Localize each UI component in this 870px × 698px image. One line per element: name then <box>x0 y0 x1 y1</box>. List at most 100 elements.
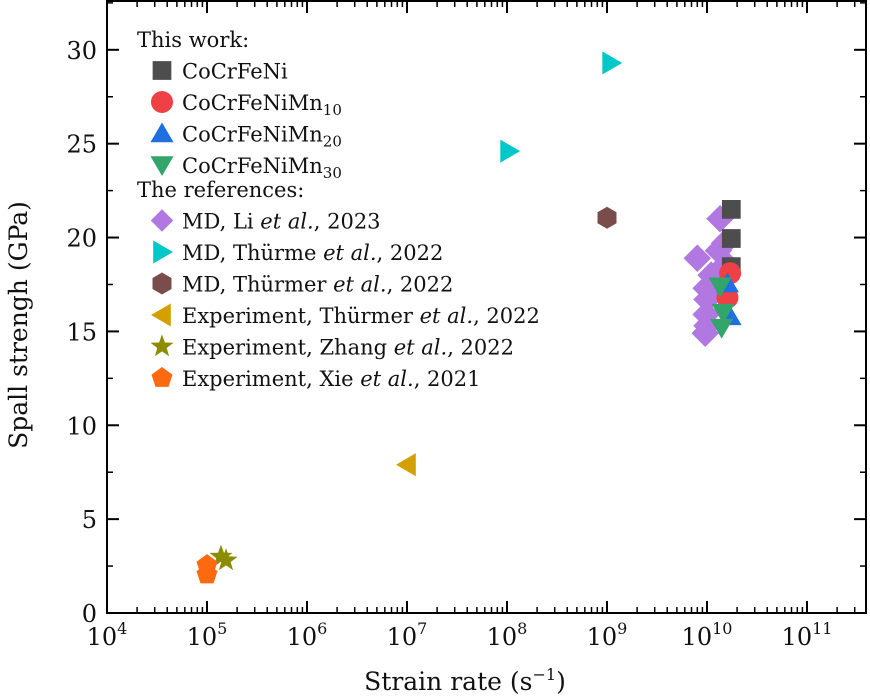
legend-entry: CoCrFeNiMn30 <box>150 154 342 182</box>
y-tick-label: 30 <box>66 37 97 65</box>
x-tick-base: 10 <box>782 623 813 651</box>
data-point-triangle-down <box>708 277 732 298</box>
data-point-triangle-right <box>500 139 521 163</box>
series-pentagon <box>196 554 218 584</box>
legend-label: CoCrFeNi <box>182 60 288 84</box>
legend-marker-pentagon <box>151 367 173 387</box>
legend-label-part: CoCrFeNiMn <box>182 123 323 147</box>
legend-entry: CoCrFeNiMn20 <box>150 122 342 151</box>
legend-label-part: et al. <box>360 367 413 391</box>
legend-label: Experiment, Thürmer et al., 2022 <box>182 304 540 328</box>
legend-group-header: The references: <box>137 178 304 202</box>
x-tick-base: 10 <box>487 623 518 651</box>
legend-marker-star <box>150 334 174 357</box>
data-point-star <box>209 544 233 567</box>
legend-marker-square <box>152 61 172 80</box>
legend-label: Experiment, Xie et al., 2021 <box>182 367 481 391</box>
series-hexagon <box>597 206 617 229</box>
legend-group-header: This work: <box>137 28 249 52</box>
data-point-hexagon <box>597 206 617 229</box>
y-tick-label: 20 <box>66 225 97 253</box>
legend-label-part: 10 <box>323 101 342 119</box>
x-tick-exp: 4 <box>117 619 127 638</box>
x-tick-label: 1010 <box>682 619 733 651</box>
y-tick-label: 5 <box>82 506 97 534</box>
legend-label-part: et al. <box>323 241 376 265</box>
x-tick-label: 107 <box>387 619 428 651</box>
legend-label-part: Experiment, Xie <box>182 367 360 391</box>
x-tick-exp: 7 <box>417 619 427 638</box>
legend-label-part: CoCrFeNi <box>182 60 288 84</box>
x-tick-base: 10 <box>287 623 318 651</box>
x-tick-exp: 5 <box>217 619 227 638</box>
y-tick-label: 25 <box>66 131 97 159</box>
x-tick-label: 106 <box>287 619 328 651</box>
legend-label-part: CoCrFeNiMn <box>182 154 323 178</box>
legend-entry: MD, Thürme et al., 2022 <box>153 240 443 265</box>
y-tick-label: 0 <box>82 600 97 628</box>
legend-entry: MD, Thürmer et al., 2022 <box>152 272 453 297</box>
legend-label-part: Experiment, Thürmer <box>182 304 420 328</box>
legend-entry: Experiment, Zhang et al., 2022 <box>150 334 514 360</box>
data-point-square <box>721 200 741 219</box>
data-point-square <box>721 229 741 248</box>
legend-label-part: MD, Thürmer <box>182 273 333 297</box>
data-point-triangle-down <box>711 303 735 324</box>
x-axis-label-sup: −1 <box>532 665 556 684</box>
legend-label-part: , 2023 <box>314 210 381 234</box>
legend-marker-triangle-right <box>153 240 173 264</box>
legend-label: MD, Thürmer et al., 2022 <box>182 273 453 297</box>
legend-marker-triangle-up <box>150 122 174 143</box>
x-tick-label: 1011 <box>782 619 833 651</box>
legend-label-part: , 2022 <box>473 304 540 328</box>
legend-marker-diamond <box>150 209 174 232</box>
data-point-diamond <box>691 319 719 348</box>
x-tick-exp: 9 <box>617 619 627 638</box>
data-point-diamond <box>683 244 712 272</box>
legend-entry: CoCrFeNi <box>152 60 288 84</box>
legend-label-part: , 2022 <box>377 241 444 265</box>
y-tick-label: 10 <box>66 412 97 440</box>
y-tick-label: 15 <box>66 318 97 346</box>
data-point-triangle-left <box>396 453 416 477</box>
legend-entry: Experiment, Thürmer et al., 2022 <box>151 303 540 328</box>
x-tick-base: 10 <box>682 623 713 651</box>
x-tick-base: 10 <box>87 623 118 651</box>
x-tick-base: 10 <box>387 623 418 651</box>
x-axis-label-main: Strain rate (s <box>364 667 532 696</box>
x-tick-label: 105 <box>187 619 228 651</box>
legend-label: MD, Li et al., 2023 <box>182 210 381 234</box>
x-tick-label: 109 <box>587 619 628 651</box>
legend-label: Experiment, Zhang et al., 2022 <box>182 336 514 360</box>
legend-marker-hexagon <box>152 272 172 295</box>
data-point-triangle-right <box>602 51 623 75</box>
legend-label-part: , 2022 <box>447 336 514 360</box>
legend-label-part: Experiment, Zhang <box>182 336 394 360</box>
legend-label: MD, Thürme et al., 2022 <box>182 241 443 265</box>
legend-label-part: MD, Li <box>182 210 260 234</box>
series-triangle-right <box>500 51 623 163</box>
legend-label-part: et al. <box>394 336 447 360</box>
legend-label-part: 20 <box>323 133 342 151</box>
x-axis-label-end: ) <box>556 667 566 696</box>
legend-entry: Experiment, Xie et al., 2021 <box>151 367 481 391</box>
data-point-pentagon <box>196 563 218 584</box>
series-triangle-down <box>708 277 735 339</box>
legend-label: CoCrFeNiMn30 <box>182 154 342 182</box>
x-tick-exp: 10 <box>712 619 732 638</box>
x-tick-exp: 6 <box>317 619 327 638</box>
x-tick-base: 10 <box>187 623 218 651</box>
data-point-triangle-down <box>710 318 734 339</box>
legend-label-part: 30 <box>323 164 342 182</box>
x-axis-label: Strain rate (s−1) <box>364 665 566 696</box>
legend-label: CoCrFeNiMn20 <box>182 123 342 151</box>
x-tick-exp: 11 <box>812 619 832 638</box>
series-triangle-left <box>396 453 416 477</box>
x-tick-base: 10 <box>587 623 618 651</box>
plot-frame <box>106 0 867 614</box>
legend-label-part: , 2022 <box>387 273 454 297</box>
x-tick-label: 108 <box>487 619 528 651</box>
series-star <box>209 544 238 571</box>
